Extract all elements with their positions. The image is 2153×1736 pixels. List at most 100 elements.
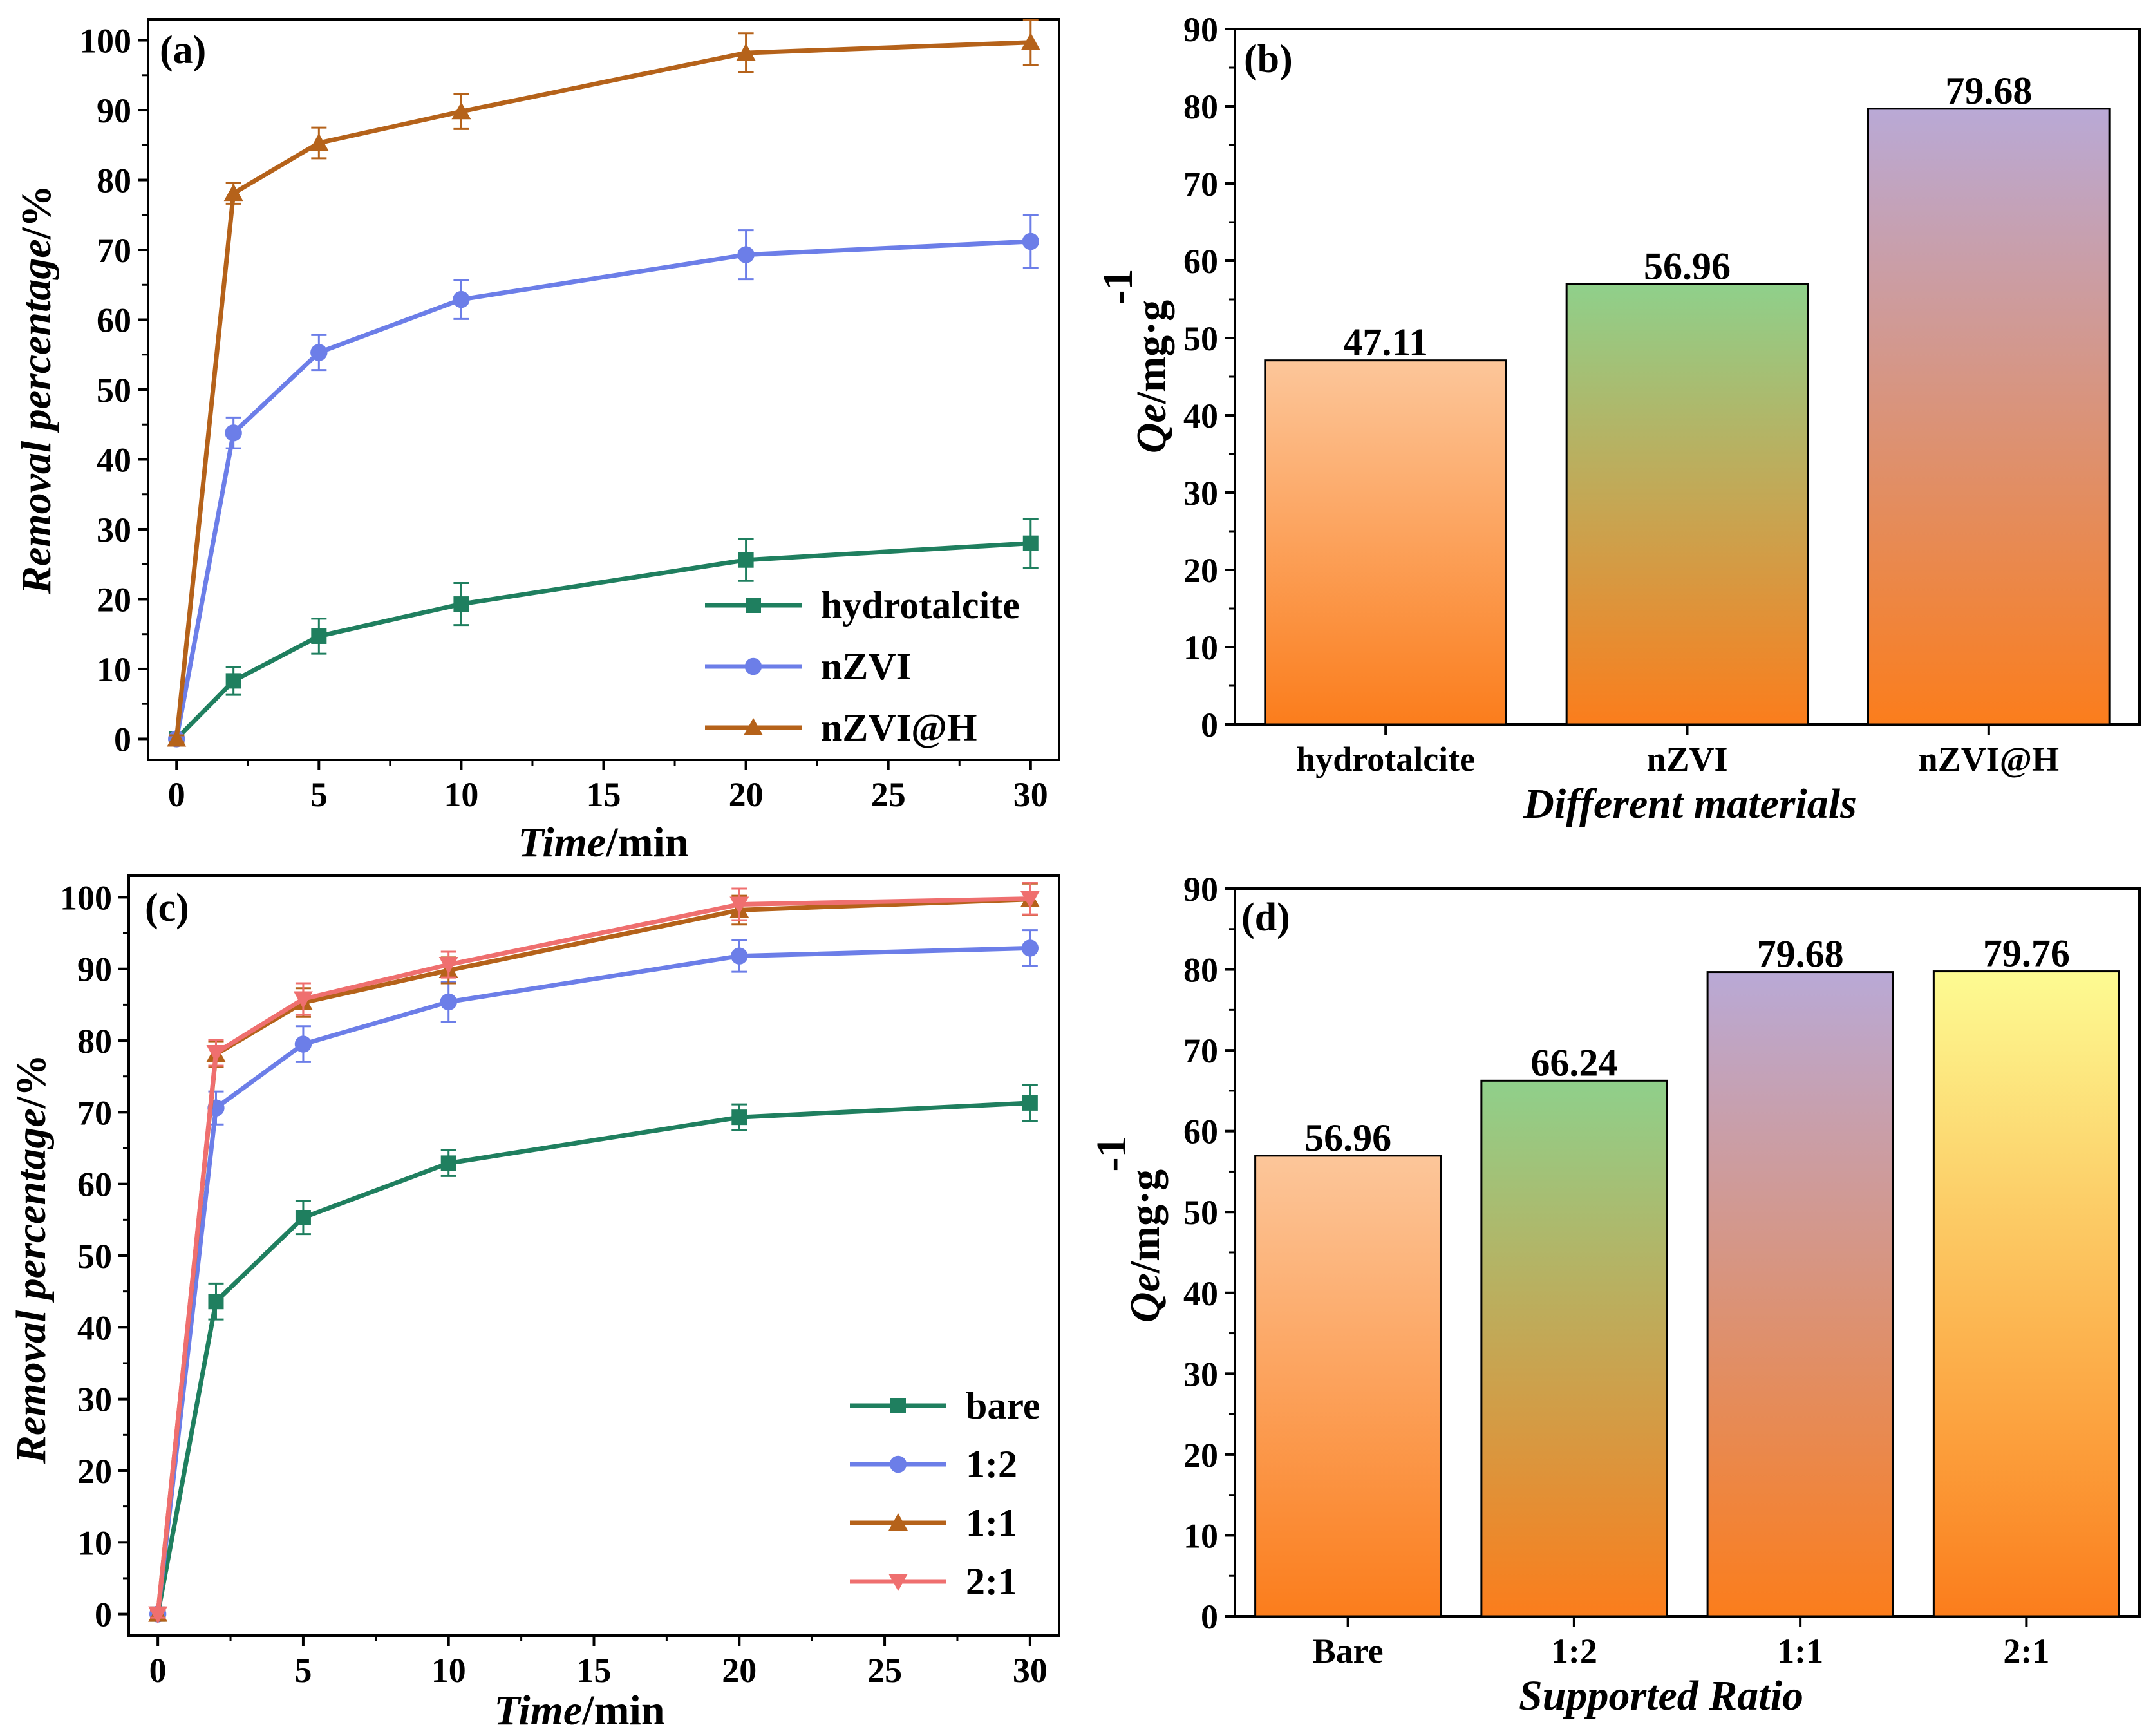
panel-c-y-axis-title: Removal percentage/% xyxy=(8,1054,55,1464)
legend-marker xyxy=(744,718,763,735)
legend-label: bare xyxy=(966,1384,1040,1427)
panel-c-legend: bare 1:2 1:1 2:1 xyxy=(850,1384,1040,1603)
y-tick-label: 90 xyxy=(1183,870,1218,909)
data-point xyxy=(453,596,469,612)
data-point xyxy=(225,424,242,442)
bar xyxy=(1932,970,2120,1618)
series-line xyxy=(174,239,1031,740)
y-tick-label: 30 xyxy=(1183,1355,1218,1393)
y-tick-label: 30 xyxy=(97,511,131,549)
y-tick-label: 80 xyxy=(1183,88,1218,126)
panel-a-series xyxy=(167,19,1040,748)
bar-group-1:1: 79.68 1:1 xyxy=(1706,933,1894,1670)
data-point xyxy=(737,246,755,263)
panel-a-plot-frame xyxy=(147,18,1060,761)
legend-marker xyxy=(744,657,762,675)
panel-c-tag: (c) xyxy=(145,886,189,930)
panel-b-axis-ticks: 0 10 20 30 40 50 60 70 80 90 xyxy=(1183,10,1235,744)
data-point xyxy=(148,1606,168,1624)
x-tick-label: 5 xyxy=(310,775,328,814)
panel-b-tag: (b) xyxy=(1244,37,1293,81)
data-point xyxy=(729,896,749,914)
panel-b-y-axis-title: Qe/mg·g xyxy=(1128,300,1175,453)
y-tick-label: 20 xyxy=(1183,551,1218,590)
legend-label: 2:1 xyxy=(966,1560,1017,1603)
data-point xyxy=(438,957,458,975)
legend-marker xyxy=(888,1574,908,1591)
x-tick-label: 10 xyxy=(444,775,478,814)
bar-value-label: 79.68 xyxy=(1945,70,2032,112)
data-point xyxy=(453,290,470,308)
data-point xyxy=(206,1044,226,1062)
legend-label: 1:2 xyxy=(966,1443,1017,1486)
y-tick-label: 80 xyxy=(77,1022,112,1061)
x-tick-label: hydrotalcite xyxy=(1296,740,1475,778)
series-1:1 xyxy=(148,882,1040,1622)
x-tick-label: 0 xyxy=(149,1651,167,1690)
y-tick-label: 50 xyxy=(1183,1193,1218,1232)
y-tick-label: 0 xyxy=(1201,1598,1218,1636)
legend-label: nZVI xyxy=(821,645,911,688)
y-tick-label: 90 xyxy=(77,950,112,989)
data-point xyxy=(738,552,754,568)
bar-value-label: 66.24 xyxy=(1530,1041,1617,1084)
bar xyxy=(1706,971,1894,1618)
x-tick-label: 20 xyxy=(729,775,764,814)
x-tick-label: 30 xyxy=(1013,1651,1048,1690)
series-line xyxy=(155,896,1030,1614)
y-tick-label: 20 xyxy=(97,580,131,619)
y-tick-label: 90 xyxy=(1183,10,1218,49)
data-point xyxy=(451,102,471,120)
panel-a-legend: hydrotalcite nZVI nZVI@H xyxy=(705,584,1020,749)
data-point xyxy=(223,184,243,202)
y-tick-label: 70 xyxy=(77,1093,112,1132)
bar-value-label: 47.11 xyxy=(1343,321,1428,364)
y-tick-label: 60 xyxy=(1183,242,1218,281)
panel-a-y-axis-title: Removal percentage/% xyxy=(13,185,60,595)
bar-group-nZVI: 56.96 nZVI xyxy=(1565,245,1809,778)
legend-item-hydrotalcite: hydrotalcite xyxy=(705,584,1020,627)
legend-marker xyxy=(888,1513,908,1531)
legend-item-1:1: 1:1 xyxy=(850,1502,1017,1544)
bar-group-2:1: 79.76 2:1 xyxy=(1932,932,2120,1670)
legend-marker xyxy=(889,1455,907,1473)
x-tick-label: 15 xyxy=(587,775,621,814)
y-tick-label: 100 xyxy=(79,22,131,61)
y-tick-label: 40 xyxy=(1183,1274,1218,1313)
bar-value-label: 56.96 xyxy=(1644,245,1731,287)
legend-item-2:1: 2:1 xyxy=(850,1560,1017,1603)
y-tick-label: 10 xyxy=(97,650,131,689)
y-tick-label: 10 xyxy=(77,1524,112,1562)
data-point xyxy=(731,1109,747,1126)
data-point xyxy=(295,1210,311,1225)
data-point xyxy=(310,344,328,361)
panel-d-x-axis-title: Supported Ratio xyxy=(1519,1672,1803,1719)
data-point xyxy=(1022,232,1039,250)
series-line xyxy=(155,945,1030,1615)
y-tick-label: 20 xyxy=(77,1452,112,1491)
x-tick-label: Bare xyxy=(1313,1632,1384,1670)
bar xyxy=(1264,359,1508,726)
legend-item-1:2: 1:2 xyxy=(850,1443,1017,1486)
data-point xyxy=(167,729,187,747)
y-tick-label: 30 xyxy=(1183,474,1218,513)
panel-d-axis-ticks: 0 10 20 30 40 50 60 70 80 90 xyxy=(1183,870,1235,1636)
y-tick-label: 0 xyxy=(114,720,131,759)
panel-b-y-axis-superscript: -1 xyxy=(1095,269,1142,305)
series-line xyxy=(174,541,1031,741)
bar-group-nZVI@H: 79.68 nZVI@H xyxy=(1867,70,2111,778)
bar-group-1:2: 66.24 1:2 xyxy=(1480,1041,1668,1670)
x-tick-label: 2:1 xyxy=(2003,1632,2049,1670)
series-nZVI@H xyxy=(167,19,1040,747)
panel-c-series xyxy=(148,882,1040,1624)
y-tick-label: 30 xyxy=(77,1381,112,1419)
x-tick-label: 15 xyxy=(577,1651,612,1690)
bar-group-hydrotalcite: 47.11 hydrotalcite xyxy=(1264,321,1508,778)
y-tick-label: 70 xyxy=(1183,165,1218,203)
panel-b-bar-chart: 0 10 20 30 40 50 60 70 80 90 47.11 hydrotalcite 56.… xyxy=(1095,10,2141,827)
x-tick-label: 1:2 xyxy=(1551,1632,1597,1670)
y-tick-label: 60 xyxy=(1183,1113,1218,1151)
data-point xyxy=(225,673,241,689)
panel-c-x-axis-title: Time/min xyxy=(494,1687,664,1734)
